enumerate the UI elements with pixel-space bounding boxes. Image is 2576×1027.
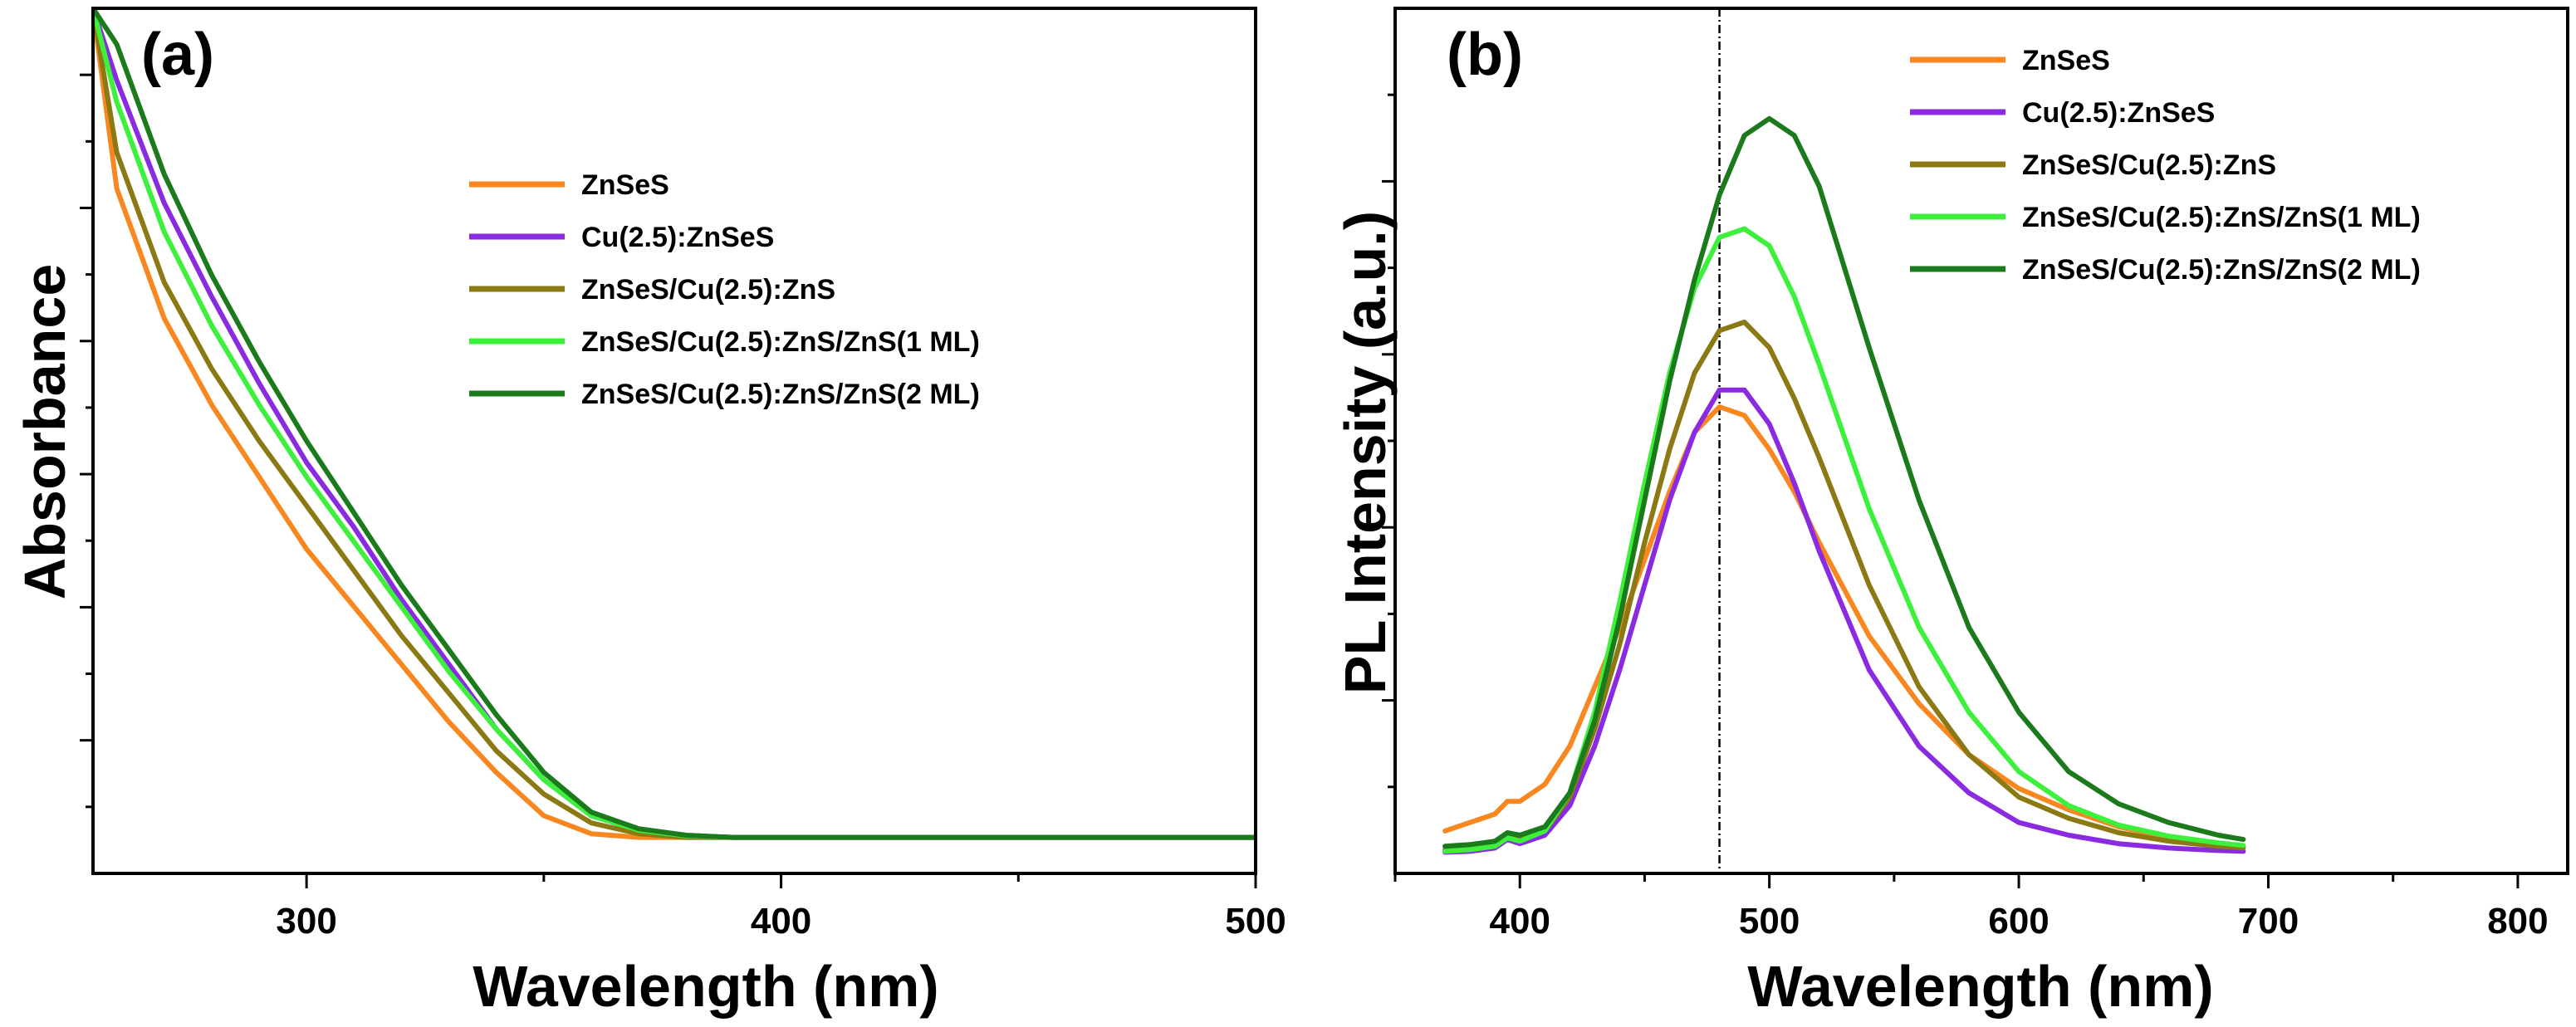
x-tick-label: 500 bbox=[1225, 901, 1286, 941]
legend-label: ZnSeS/Cu(2.5):ZnS bbox=[2022, 149, 2276, 181]
series-line-4 bbox=[93, 8, 1256, 840]
legend-label: ZnSeS/Cu(2.5):ZnS bbox=[581, 274, 835, 306]
x-axis-title: Wavelength (nm) bbox=[473, 954, 938, 1019]
series-line-4 bbox=[1442, 226, 2246, 854]
y-axis-title: PL Intensity (a.u.) bbox=[1333, 211, 1398, 694]
legend: ZnSeS Cu(2.5):ZnSeS ZnSeS/Cu(2.5):ZnS ZnSeS… bbox=[469, 169, 980, 410]
series-line-2 bbox=[93, 8, 1256, 840]
legend-label: ZnSeS bbox=[581, 169, 669, 201]
plot-frame bbox=[91, 7, 1257, 875]
x-axis-title: Wavelength (nm) bbox=[1747, 954, 2213, 1019]
panel-a-absorbance: 300 400 500 Wavelength (nm) Absorbance (a) ZnS… bbox=[12, 7, 1286, 1019]
x-tick-label: 400 bbox=[751, 901, 811, 941]
x-tick-label: 400 bbox=[1490, 901, 1550, 941]
legend-label: Cu(2.5):ZnSeS bbox=[581, 222, 774, 253]
x-tick-label: 300 bbox=[276, 901, 336, 941]
series-line-3 bbox=[93, 8, 1256, 840]
series-line-2 bbox=[1442, 387, 2246, 855]
x-tick-label: 700 bbox=[2238, 901, 2299, 941]
series-line-1 bbox=[1442, 404, 2246, 849]
series-line-1 bbox=[93, 8, 1256, 840]
y-axis-title: Absorbance bbox=[12, 264, 77, 600]
legend-label: ZnSeS bbox=[2022, 45, 2110, 76]
legend-label: ZnSeS/Cu(2.5):ZnS/ZnS(2 ML) bbox=[2022, 254, 2421, 286]
x-tick-label: 600 bbox=[1988, 901, 2049, 941]
series-line-5 bbox=[93, 8, 1256, 840]
x-tick-label: 500 bbox=[1739, 901, 1800, 941]
panel-label: (a) bbox=[141, 22, 214, 88]
legend-label: ZnSeS/Cu(2.5):ZnS/ZnS(1 ML) bbox=[2022, 202, 2421, 233]
panel-label: (b) bbox=[1447, 22, 1523, 88]
legend-label: ZnSeS/Cu(2.5):ZnS/ZnS(1 ML) bbox=[581, 326, 980, 358]
legend: ZnSeS Cu(2.5):ZnSeS ZnSeS/Cu(2.5):ZnS ZnSeS… bbox=[1910, 45, 2421, 286]
legend-label: Cu(2.5):ZnSeS bbox=[2022, 97, 2215, 129]
x-tick-label: 800 bbox=[2487, 901, 2548, 941]
panel-b-photoluminescence: 400 500 600 700 800 Wavelength (nm) PL Intensi… bbox=[1333, 7, 2569, 1019]
legend-label: ZnSeS/Cu(2.5):ZnS/ZnS(2 ML) bbox=[581, 379, 980, 410]
series-line-5 bbox=[1442, 115, 2246, 849]
